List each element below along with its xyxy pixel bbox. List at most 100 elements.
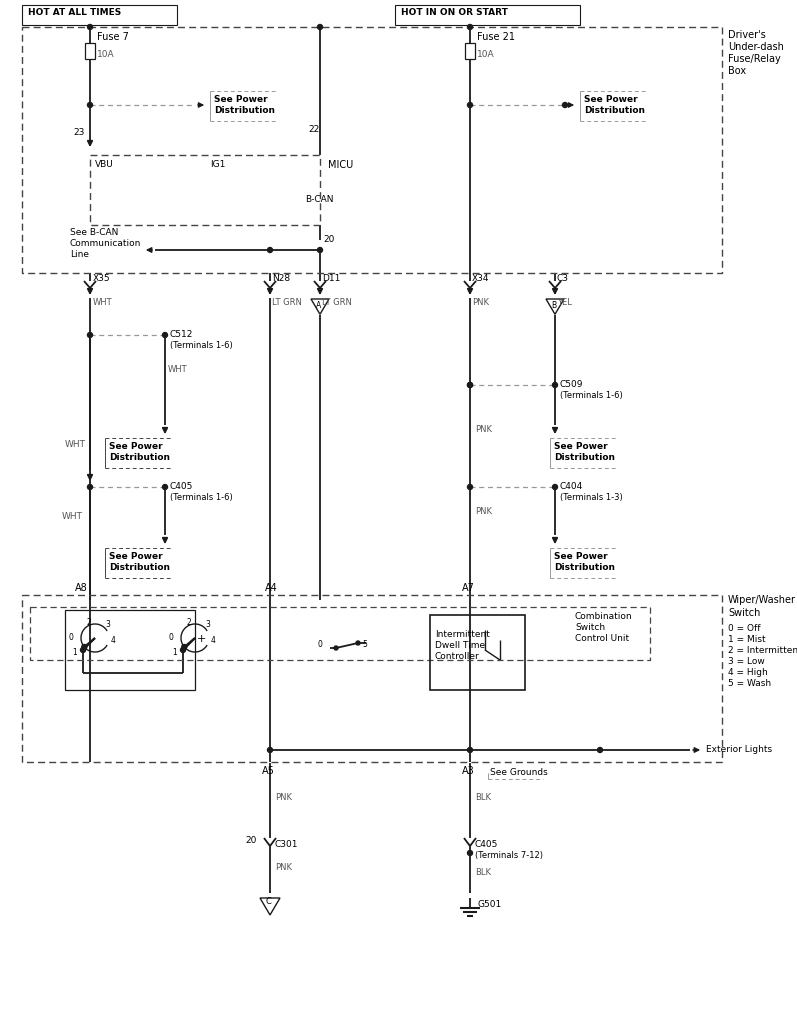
Circle shape — [180, 647, 186, 652]
Circle shape — [356, 641, 360, 645]
Text: PNK: PNK — [275, 793, 292, 802]
Text: C301: C301 — [275, 840, 299, 849]
Text: 10A: 10A — [477, 50, 495, 59]
Circle shape — [563, 102, 567, 108]
Text: 2: 2 — [87, 618, 92, 627]
Text: 0 = Off: 0 = Off — [728, 624, 760, 633]
Text: Distribution: Distribution — [554, 563, 615, 572]
Text: C405: C405 — [475, 840, 498, 849]
Circle shape — [182, 644, 186, 649]
Text: 5: 5 — [362, 640, 367, 649]
Text: 22: 22 — [308, 125, 320, 134]
Text: (Terminals 7-12): (Terminals 7-12) — [475, 851, 543, 860]
Text: 3 = Low: 3 = Low — [728, 657, 765, 666]
Text: See Power: See Power — [109, 552, 163, 561]
Text: +: + — [197, 634, 206, 644]
Circle shape — [468, 851, 473, 855]
Text: See Power: See Power — [584, 95, 638, 104]
Text: 3: 3 — [105, 620, 110, 629]
Circle shape — [268, 748, 273, 753]
Bar — [30, 607, 650, 660]
Text: 0: 0 — [318, 640, 323, 649]
Bar — [465, 43, 475, 59]
Circle shape — [468, 748, 473, 753]
Text: BLK: BLK — [475, 793, 491, 802]
Circle shape — [468, 383, 473, 387]
Circle shape — [88, 484, 92, 489]
Polygon shape — [311, 299, 329, 314]
Text: MICU: MICU — [328, 160, 353, 170]
Text: 20: 20 — [245, 836, 257, 845]
Text: Distribution: Distribution — [554, 453, 615, 462]
Text: Distribution: Distribution — [109, 563, 170, 572]
Text: C3: C3 — [557, 274, 569, 283]
Bar — [430, 615, 525, 690]
Text: WHT: WHT — [62, 512, 83, 521]
Circle shape — [468, 102, 473, 108]
Circle shape — [163, 333, 167, 338]
Text: X34: X34 — [472, 274, 489, 283]
Text: LT GRN: LT GRN — [272, 298, 302, 307]
Text: YEL: YEL — [557, 298, 572, 307]
Circle shape — [82, 644, 87, 649]
Text: Distribution: Distribution — [584, 106, 645, 115]
Circle shape — [468, 484, 473, 489]
Text: A3: A3 — [462, 766, 475, 776]
Bar — [22, 5, 177, 25]
Text: Box: Box — [728, 66, 746, 76]
Text: 0: 0 — [69, 633, 74, 642]
Text: LT GRN: LT GRN — [322, 298, 351, 307]
Text: PNK: PNK — [275, 863, 292, 872]
Text: WHT: WHT — [168, 365, 187, 374]
Circle shape — [80, 647, 85, 652]
Text: C: C — [266, 897, 272, 906]
Polygon shape — [260, 898, 280, 915]
Text: (Terminals 1-3): (Terminals 1-3) — [560, 493, 622, 502]
Text: C512: C512 — [170, 330, 194, 339]
Text: 1: 1 — [72, 648, 77, 657]
Text: Exterior Lights: Exterior Lights — [706, 745, 772, 754]
Circle shape — [88, 25, 92, 30]
Text: A7: A7 — [462, 583, 475, 593]
Text: 20: 20 — [323, 234, 335, 244]
Bar — [395, 5, 580, 25]
Text: 1 = Mist: 1 = Mist — [728, 635, 766, 644]
Text: HOT AT ALL TIMES: HOT AT ALL TIMES — [28, 8, 121, 17]
Text: Communication: Communication — [70, 239, 141, 248]
Text: 0: 0 — [169, 633, 174, 642]
Text: C404: C404 — [560, 482, 583, 490]
Text: PNK: PNK — [475, 425, 492, 434]
Text: B: B — [551, 301, 556, 310]
Text: 10A: 10A — [97, 50, 115, 59]
Circle shape — [88, 333, 92, 338]
Text: Intermittent: Intermittent — [435, 630, 490, 639]
Text: X35: X35 — [93, 274, 111, 283]
Text: 3: 3 — [205, 620, 210, 629]
Circle shape — [88, 102, 92, 108]
Polygon shape — [546, 299, 564, 314]
Bar — [22, 27, 722, 273]
Text: See Power: See Power — [554, 552, 607, 561]
Text: See Power: See Power — [214, 95, 268, 104]
Text: Switch: Switch — [728, 608, 760, 618]
Text: Distribution: Distribution — [214, 106, 275, 115]
Text: Line: Line — [70, 250, 89, 259]
Text: WHT: WHT — [93, 298, 112, 307]
Circle shape — [268, 248, 273, 253]
Text: A8: A8 — [75, 583, 88, 593]
Text: A4: A4 — [265, 583, 277, 593]
Text: WHT: WHT — [65, 440, 86, 449]
Text: Switch: Switch — [575, 623, 605, 632]
Circle shape — [317, 248, 323, 253]
Text: (Terminals 1-6): (Terminals 1-6) — [170, 341, 233, 350]
Bar — [85, 43, 95, 59]
Text: See Power: See Power — [554, 442, 607, 451]
Text: VBU: VBU — [95, 160, 114, 169]
Text: Distribution: Distribution — [109, 453, 170, 462]
Bar — [90, 155, 320, 225]
Circle shape — [163, 484, 167, 489]
Circle shape — [317, 25, 323, 30]
Text: IG1: IG1 — [210, 160, 226, 169]
Text: C405: C405 — [170, 482, 194, 490]
Bar — [22, 595, 722, 762]
